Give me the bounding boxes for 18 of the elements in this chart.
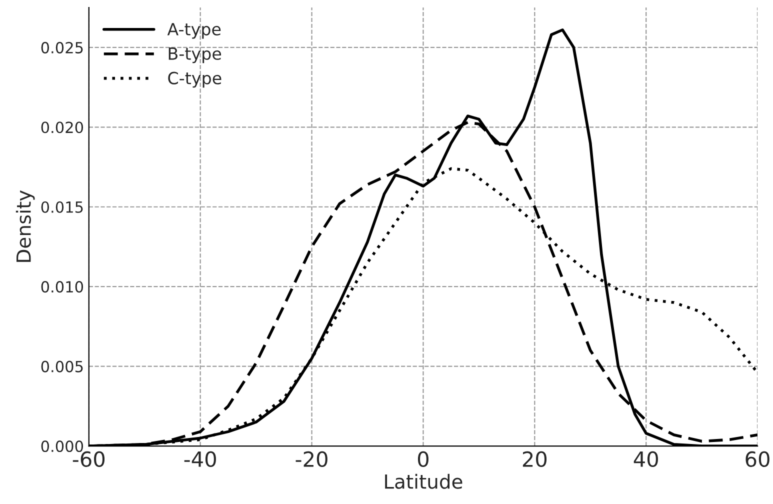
x-tick-label: 0: [418, 451, 428, 468]
x-tick-label: 20: [522, 451, 547, 468]
y-tick-label: 0.005: [41, 360, 83, 372]
y-tick-label: 0.010: [41, 281, 84, 293]
x-axis-title: Latitude: [385, 474, 462, 489]
legend-label: C-type: [168, 72, 222, 88]
x-tick-label: -40: [184, 451, 216, 468]
y-tick-label: 0.000: [41, 440, 84, 452]
x-tick-label: 60: [746, 451, 770, 468]
y-axis-title: Density: [16, 190, 35, 262]
x-tick-label: -60: [72, 451, 105, 468]
y-tick-label: 0.020: [41, 122, 84, 134]
y-tick-label: 0.025: [41, 42, 83, 54]
legend-label: A-type: [167, 23, 221, 39]
y-tick-label: 0.015: [41, 201, 83, 213]
x-tick-label: 40: [634, 451, 658, 468]
x-tick-label: -20: [296, 451, 328, 468]
legend-label: B-type: [168, 48, 222, 64]
